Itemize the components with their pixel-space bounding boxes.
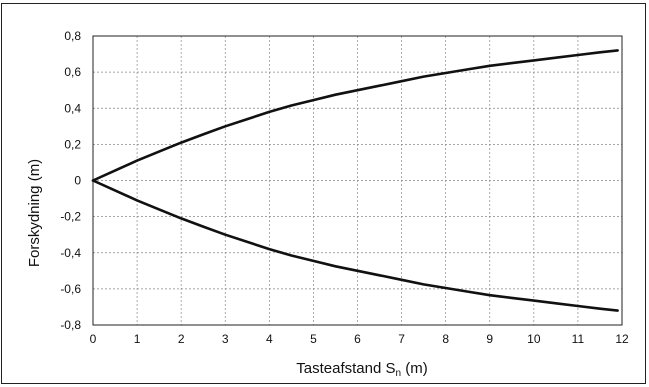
x-tick-label: 5	[310, 332, 317, 346]
y-tick-label: 0	[74, 174, 81, 188]
x-tick-label: 4	[266, 332, 273, 346]
y-tick-label: -0,6	[60, 282, 81, 296]
x-tick-label: 7	[398, 332, 405, 346]
y-tick-label: -0,4	[60, 246, 81, 260]
y-tick-label: 0,8	[64, 29, 81, 43]
x-axis-label-unit: (m)	[401, 360, 428, 377]
x-tick-label: 11	[572, 332, 585, 346]
y-tick-labels: 0,8 0,6 0,4 0,2 0 -0,2 -0,4 -0,6 -0,8	[60, 29, 81, 332]
y-axis-label: Forskydning (m)	[26, 159, 43, 267]
x-tick-label: 0	[90, 332, 97, 346]
x-tick-label: 3	[222, 332, 229, 346]
x-tick-label: 8	[442, 332, 449, 346]
y-tick-label: -0,8	[60, 318, 81, 332]
series-line-1	[91, 49, 619, 182]
x-tick-label: 2	[178, 332, 185, 346]
y-tick-label: 0,6	[64, 65, 81, 79]
y-tick-label: -0,2	[60, 210, 81, 224]
y-tick-label: 0,2	[64, 137, 81, 151]
x-tick-label: 9	[486, 332, 493, 346]
x-tick-label: 6	[354, 332, 361, 346]
x-tick-label: 12	[615, 332, 629, 346]
x-axis-label: Tasteafstand Sn (m)	[296, 360, 427, 379]
series-lines	[91, 49, 619, 312]
x-tick-labels: 0 1 2 3 4 5 6 7 8 9 10 11 12	[90, 332, 629, 346]
y-tick-label: 0,4	[64, 101, 81, 115]
grid	[93, 36, 622, 325]
series-line-2	[91, 179, 619, 312]
x-tick-label: 1	[134, 332, 141, 346]
chart-frame	[1, 3, 646, 384]
x-axis-label-subscript: n	[396, 368, 402, 379]
x-axis-label-main: Tasteafstand S	[296, 360, 395, 377]
x-tick-label: 10	[527, 332, 541, 346]
